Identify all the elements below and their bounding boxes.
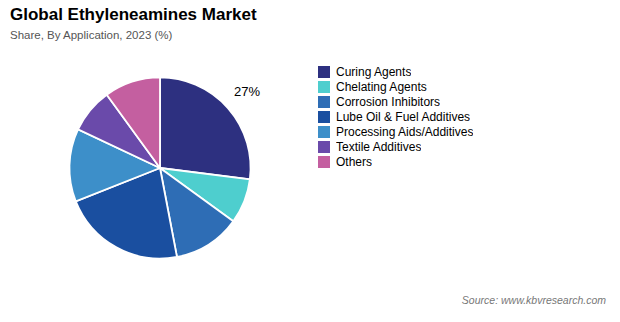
html-text:Global Ethyleneamines Market: Global Ethyleneamines Market	[10, 5, 257, 24]
html-text:Others: Others	[336, 155, 372, 169]
svg-text:27%: 27%	[234, 84, 260, 99]
html-text:Chelating Agents: Chelating Agents	[336, 80, 427, 94]
html-text:Processing Aids/Additives: Processing Aids/Additives	[336, 125, 474, 139]
html-text:Lube Oil & Fuel Additives: Lube Oil & Fuel Additives	[336, 110, 471, 124]
html-text:Share, By Application, 2023 (%: Share, By Application, 2023 (%)	[10, 29, 173, 41]
html-text:Source: www.kbvresearch.com: Source: www.kbvresearch.com	[461, 294, 606, 306]
html-text:Textile Additives: Textile Additives	[336, 140, 422, 154]
html-text:Curing Agents: Curing Agents	[336, 65, 412, 79]
html-text:Corrosion Inhibitors: Corrosion Inhibitors	[336, 95, 440, 109]
